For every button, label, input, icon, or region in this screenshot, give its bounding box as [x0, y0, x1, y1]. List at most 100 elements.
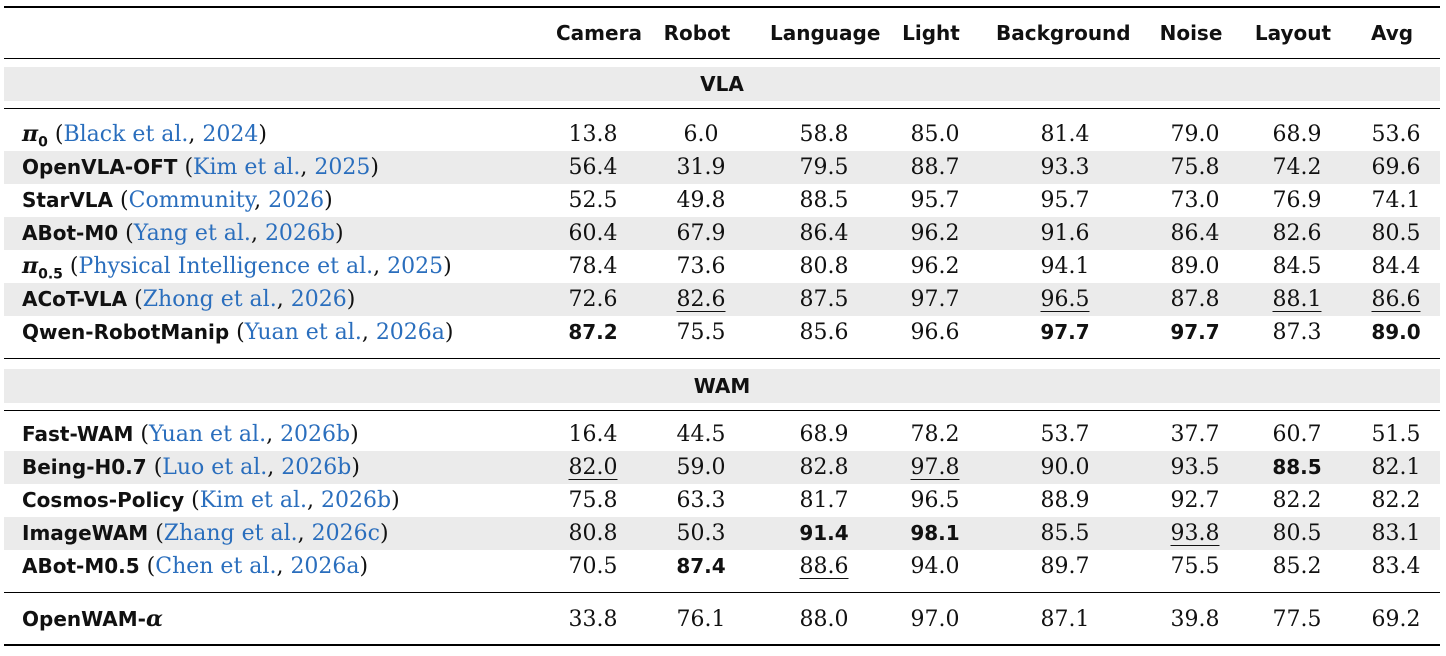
citation-close: ) [350, 422, 359, 447]
value-cell: 82.8 [774, 451, 874, 484]
value-cell: 86.6 [1368, 283, 1424, 316]
value-text: 67.9 [676, 221, 726, 246]
value-text: 69.2 [1371, 607, 1421, 632]
value-text: 82.1 [1371, 455, 1421, 480]
value-text: 16.4 [568, 422, 618, 447]
value-cell: 93.3 [1000, 151, 1130, 184]
citation-year: 2026b [280, 422, 351, 447]
value-text: 49.8 [676, 188, 726, 213]
value-text: 82.8 [799, 455, 849, 480]
final-rule [4, 592, 1440, 593]
value-cell: 97.7 [1000, 316, 1130, 349]
citation-author: Kim et al. [193, 155, 301, 180]
value-text: 80.8 [799, 254, 849, 279]
value-cell: 84.4 [1368, 250, 1424, 283]
citation-close: ) [443, 254, 452, 279]
value-cell: 33.8 [560, 603, 626, 636]
value-cell: 97.7 [1162, 316, 1228, 349]
value-text: 69.6 [1371, 155, 1421, 180]
value-cell: 83.1 [1368, 517, 1424, 550]
value-text: 39.8 [1170, 607, 1220, 632]
value-cell: 87.8 [1162, 283, 1228, 316]
value-cell: 93.8 [1162, 517, 1228, 550]
method-name: ABot-M0 [22, 221, 119, 245]
value-cell: 94.1 [1000, 250, 1130, 283]
method-name: ACoT-VLA [22, 287, 128, 311]
value-text: 96.2 [910, 254, 960, 279]
value-text: 95.7 [1040, 188, 1090, 213]
value-cell: 88.0 [774, 603, 874, 636]
value-cell: 82.2 [1368, 484, 1424, 517]
value-text: 85.0 [910, 122, 960, 147]
table-row: Cosmos-Policy (Kim et al., 2026b) 75.8 63.… [4, 484, 1440, 517]
section-rule-wam [4, 410, 1440, 411]
value-text: 89.0 [1170, 254, 1220, 279]
method-cell: Fast-WAM (Yuan et al., 2026b) [22, 418, 359, 451]
value-text: 97.7 [910, 287, 960, 312]
method-cell: OpenWAM-α [22, 603, 163, 636]
citation-sep: , [276, 554, 291, 579]
value-cell: 82.1 [1368, 451, 1424, 484]
value-text: 97.7 [1170, 320, 1220, 344]
citation-open: ( [125, 221, 134, 246]
citation-close: ) [359, 554, 369, 579]
citation-year: 2026c [311, 521, 380, 546]
citation-open: ( [155, 521, 164, 546]
value-text: 78.2 [910, 422, 960, 447]
method-name: OpenVLA-OFT [22, 155, 178, 179]
citation-author: Black et al. [63, 122, 189, 147]
value-cell: 84.5 [1258, 250, 1336, 283]
value-cell: 85.0 [904, 118, 966, 151]
value-cell: 68.9 [774, 418, 874, 451]
method-cell: OpenVLA-OFT (Kim et al., 2025) [22, 151, 379, 184]
value-cell: 70.5 [560, 550, 626, 583]
value-cell: 16.4 [560, 418, 626, 451]
method-name: OpenWAM- [22, 607, 146, 631]
value-cell: 96.5 [1000, 283, 1130, 316]
value-text: 85.5 [1040, 521, 1090, 546]
section-title-wam: WAM [693, 374, 751, 398]
table-row: Fast-WAM (Yuan et al., 2026b) 16.4 44.5 68.… [4, 418, 1440, 451]
value-text: 93.3 [1040, 155, 1090, 180]
citation-author: Chen et al. [155, 554, 277, 579]
citation-sep: , [361, 320, 376, 345]
value-text: 53.6 [1371, 122, 1421, 147]
value-text: 89.7 [1040, 554, 1090, 579]
value-cell: 59.0 [666, 451, 736, 484]
value-cell: 73.6 [666, 250, 736, 283]
value-text: 83.4 [1371, 554, 1421, 579]
value-text: 86.4 [1170, 221, 1220, 246]
value-cell: 69.6 [1368, 151, 1424, 184]
value-text: 88.6 [799, 554, 849, 579]
method-name: StarVLA [22, 188, 114, 212]
citation-close: ) [379, 521, 389, 546]
method-cell: ACoT-VLA (Zhong et al., 2026) [22, 283, 355, 316]
value-cell: 85.6 [774, 316, 874, 349]
value-text: 87.4 [676, 554, 726, 578]
value-cell: 80.5 [1368, 217, 1424, 250]
value-text: 58.8 [799, 122, 849, 147]
value-cell: 67.9 [666, 217, 736, 250]
method-name: Being-H0.7 [22, 455, 147, 479]
method-name: Qwen-RobotManip [22, 320, 230, 344]
value-cell: 88.9 [1000, 484, 1130, 517]
value-cell: 79.0 [1162, 118, 1228, 151]
citation-close: ) [370, 155, 379, 180]
citation-close: ) [351, 455, 360, 480]
value-cell: 87.1 [1000, 603, 1130, 636]
value-cell: 83.4 [1368, 550, 1424, 583]
citation-close: ) [444, 320, 454, 345]
value-text: 84.5 [1272, 254, 1322, 279]
value-text: 86.6 [1371, 287, 1421, 312]
citation-sep: , [188, 122, 203, 147]
col-header-layout: Layout [1254, 21, 1332, 45]
citation-close: ) [335, 221, 344, 246]
value-cell: 82.2 [1258, 484, 1336, 517]
table-row: Qwen-RobotManip (Yuan et al., 2026a) 87.2… [4, 316, 1440, 349]
value-cell: 98.1 [904, 517, 966, 550]
section-rule-vla [4, 108, 1440, 109]
value-text: 73.0 [1170, 188, 1220, 213]
value-text: 91.6 [1040, 221, 1090, 246]
citation-year: 2026a [290, 554, 360, 579]
method-name: Fast-WAM [22, 422, 134, 446]
